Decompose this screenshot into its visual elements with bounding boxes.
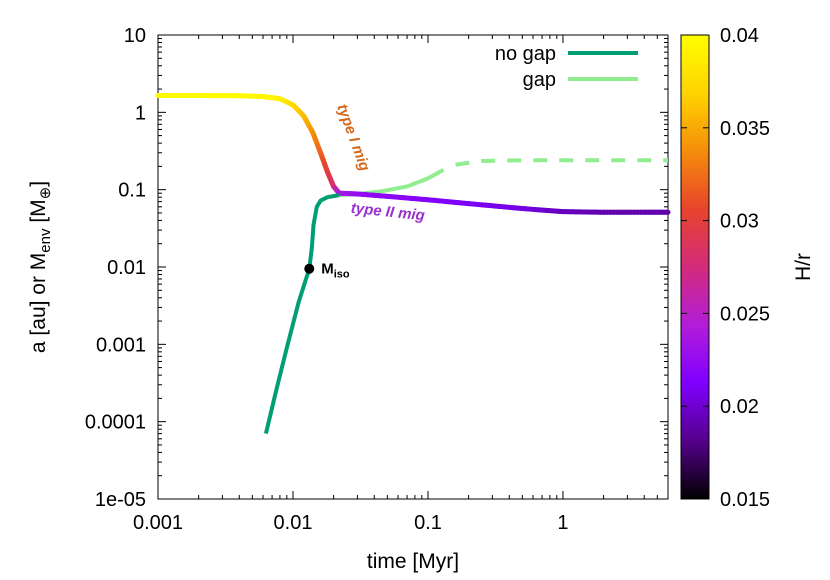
colorbar-ticks: 0.04 0.035 0.03 0.025 0.02 0.015 [681, 25, 770, 511]
legend-label-no-gap: no gap [495, 43, 556, 65]
y-tick-label: 0.001 [96, 334, 146, 356]
x-tick-label: 1 [557, 512, 568, 534]
x-tick-label: 0.1 [414, 512, 442, 534]
colorbar-tick-label: 0.035 [720, 118, 770, 140]
colorbar [680, 34, 710, 500]
plot-area [157, 34, 669, 500]
colorbar-tick-label: 0.015 [720, 489, 770, 511]
axis-ticks: 0.001 0.01 0.1 1 10 1 0.1 0.01 0.001 0.0001 1e-05 [85, 25, 669, 534]
legend: no gap gap [495, 43, 638, 91]
annotation-type-II-mig: type II mig [350, 200, 426, 225]
y-tick-label: 1e-05 [95, 489, 146, 511]
series-no-gap-line [263, 193, 340, 435]
y-tick-label: 0.1 [118, 180, 146, 202]
data-curves [155, 93, 671, 435]
colorbar-tick-label: 0.04 [720, 25, 759, 47]
annotation-type-I-mig: type I mig [333, 102, 373, 174]
isolation-mass-point [304, 263, 315, 274]
colorbar-tick-label: 0.025 [720, 303, 770, 325]
legend-label-gap: gap [523, 69, 556, 91]
colorbar-label: H/r [792, 253, 815, 281]
series-gap-dashed-line [455, 158, 668, 167]
colorbar-tick-label: 0.02 [720, 396, 759, 418]
x-tick-label: 0.001 [133, 512, 183, 534]
isolation-mass-label: Miso [321, 261, 350, 281]
y-tick-label: 0.0001 [85, 412, 146, 434]
y-tick-label: 1 [135, 102, 146, 124]
colorbar-tick-label: 0.03 [720, 211, 759, 233]
y-tick-label: 0.01 [107, 257, 146, 279]
y-tick-label: 10 [124, 25, 146, 47]
x-tick-label: 0.01 [274, 512, 313, 534]
series-gap-line [339, 168, 445, 198]
y-axis-label: a [au] or Menv [M⊕] [27, 181, 54, 353]
x-axis-label: time [Myr] [367, 550, 459, 573]
